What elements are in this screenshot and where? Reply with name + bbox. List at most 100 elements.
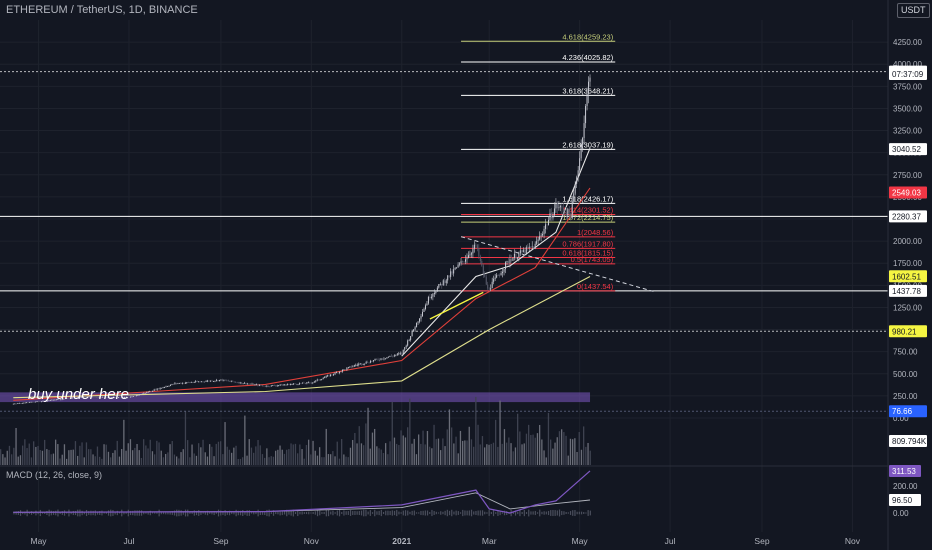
candle-body (413, 329, 415, 331)
candle-body (470, 253, 472, 255)
volume-bar (374, 428, 376, 465)
macd-histogram-bar (495, 512, 497, 514)
candle-body (235, 381, 237, 383)
fib-level-label: 4.236(4025.82) (562, 53, 613, 62)
candle-body (143, 392, 145, 394)
buy-zone-band (0, 392, 591, 403)
candle-body (75, 397, 77, 399)
volume-bar (552, 448, 554, 465)
volume-bar (305, 444, 308, 465)
candle-body (224, 379, 226, 381)
volume-bar (578, 432, 580, 465)
currency-badge[interactable]: USDT (897, 3, 930, 18)
candle-body (98, 396, 100, 398)
volume-bar (308, 439, 310, 465)
macd-histogram-bar (81, 510, 83, 516)
candle-body (374, 358, 376, 361)
fib-level-label: 0.786(1917.80) (562, 239, 613, 248)
candle-body (132, 396, 134, 397)
macd-histogram-bar (578, 511, 580, 515)
macd-histogram-bar (220, 510, 222, 516)
candle-body (187, 382, 189, 383)
candle-body (476, 245, 478, 249)
candle-body (155, 389, 157, 391)
candle-body (103, 396, 105, 398)
volume-bar (79, 445, 81, 465)
macd-histogram-bar (19, 510, 22, 516)
macd-histogram-bar (492, 509, 495, 517)
price-tag (889, 270, 927, 283)
candle-body (439, 283, 441, 285)
fib-level-label: 0.618(1815.15) (562, 248, 613, 257)
macd-histogram-bar (191, 512, 193, 514)
candle-body (168, 385, 170, 387)
macd-histogram-bar (156, 512, 158, 514)
macd-histogram-bar (521, 511, 523, 515)
candle-body (533, 246, 535, 249)
candle-body (389, 355, 391, 357)
macd-histogram-bar (222, 511, 224, 515)
candle-body (141, 393, 143, 395)
macd-histogram-bar (435, 511, 437, 515)
candle-body (129, 396, 131, 398)
candle-body (552, 215, 554, 219)
macd-histogram-bar (213, 510, 215, 516)
candle-body (361, 363, 363, 365)
macd-histogram-bar (41, 512, 44, 514)
candle-body (356, 364, 358, 366)
volume-bar (107, 451, 110, 465)
macd-histogram-bar (279, 510, 281, 516)
candle-body (150, 391, 152, 392)
candle-body (58, 399, 60, 401)
macd-histogram-bar (444, 510, 446, 516)
candle-body (402, 349, 404, 354)
x-tick-label: Sep (213, 536, 228, 546)
candle-body (502, 271, 504, 274)
volume-bar (248, 439, 250, 465)
price-tag (889, 435, 927, 447)
volume-bar (85, 442, 88, 465)
volume-bar (70, 449, 72, 465)
candle-body (380, 358, 382, 360)
volume-bar (224, 422, 226, 465)
macd-histogram-bar (466, 510, 468, 516)
volume-bar (4, 457, 6, 465)
candle-body (21, 403, 23, 404)
candle-body (35, 401, 37, 403)
volume-bar (360, 443, 363, 465)
macd-histogram-bar (488, 510, 490, 516)
candle-body (564, 212, 566, 213)
macd-histogram-bar (121, 509, 123, 517)
volume-bar (11, 454, 13, 465)
volume-bar (517, 413, 519, 465)
candle-body (522, 249, 524, 253)
fib-level-label: 1.618(2426.17) (562, 194, 613, 203)
volume-bar (48, 449, 50, 465)
macd-histogram-bar (525, 512, 528, 514)
volume-bar (6, 450, 8, 465)
macd-histogram-bar (534, 510, 536, 516)
macd-histogram-bar (446, 509, 448, 517)
volume-bar (514, 447, 517, 465)
candle-body (285, 384, 287, 386)
volume-bar (204, 452, 206, 465)
volume-bar (349, 447, 352, 465)
volume-bar (558, 431, 561, 465)
short-ma-segment (429, 291, 484, 320)
candle-body (266, 385, 268, 387)
candle-body (236, 382, 238, 384)
volume-bar (277, 449, 279, 465)
macd-histogram-bar (30, 511, 33, 515)
candle-body (390, 355, 392, 357)
macd-histogram-bar (63, 510, 66, 516)
macd-histogram-bar (321, 512, 323, 514)
macd-histogram-bar (13, 511, 15, 515)
macd-histogram-bar (411, 510, 413, 516)
candle-body (338, 371, 340, 373)
macd-histogram-bar (349, 510, 352, 516)
candle-body (210, 380, 212, 382)
macd-histogram-bar (470, 509, 473, 517)
y-tick-label: 3750.00 (893, 82, 922, 91)
